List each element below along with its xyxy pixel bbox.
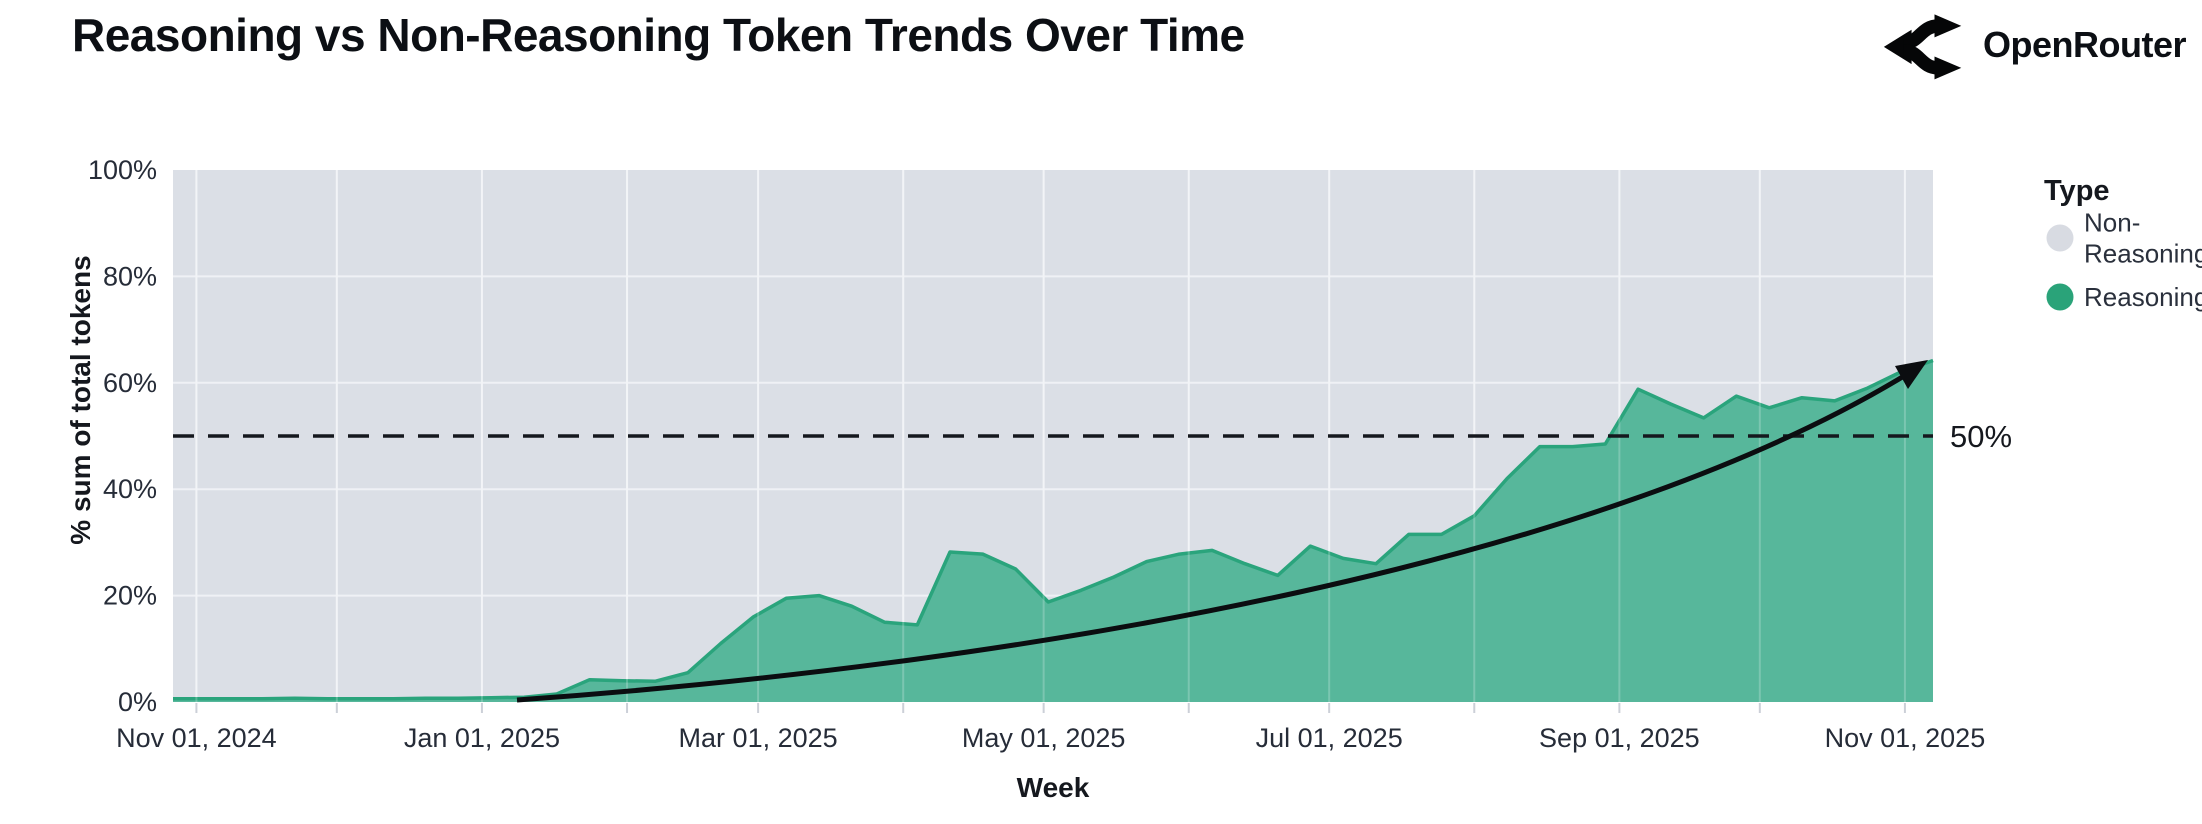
y-axis-tick-labels: 0% 20% 40% 60% 80% 100% [88, 155, 157, 717]
y-axis-title: % sum of total tokens [65, 255, 96, 544]
x-tick-label: Mar 01, 2025 [679, 723, 838, 753]
openrouter-logo-icon [1883, 14, 1962, 80]
x-axis-tick-marks [195, 703, 1906, 713]
legend-item-label: Reasoning [2084, 282, 2202, 312]
x-axis-title: Week [1017, 772, 1090, 803]
legend-title: Type [2044, 175, 2110, 207]
page-title: Reasoning vs Non-Reasoning Token Trends … [72, 9, 1245, 61]
legend-swatch-icon [2046, 283, 2074, 311]
y-tick-label: 40% [103, 474, 157, 504]
y-tick-label: 20% [103, 581, 157, 611]
x-axis-tick-labels: Nov 01, 2024 Jan 01, 2025 Mar 01, 2025 May … [116, 723, 1985, 753]
x-tick-label: Sep 01, 2025 [1539, 723, 1700, 753]
legend-item-label: Reasoning [2084, 239, 2202, 269]
brand-name: OpenRouter [1982, 24, 2187, 65]
legend-item-label: Non- [2084, 208, 2140, 238]
openrouter-brand: OpenRouter [1881, 10, 2187, 80]
trend-arrowhead-icon [1895, 360, 1928, 389]
y-tick-label: 100% [88, 155, 157, 185]
trend-arrow-curve [516, 373, 1906, 703]
y-tick-label: 80% [103, 261, 157, 291]
x-tick-label: Nov 01, 2025 [1825, 723, 1986, 753]
legend-item: Reasoning [2046, 282, 2202, 312]
x-tick-label: Jan 01, 2025 [404, 723, 560, 753]
legend-swatch-icon [2046, 224, 2074, 252]
y-tick-label: 0% [118, 687, 157, 717]
x-tick-label: May 01, 2025 [962, 723, 1126, 753]
fifty-percent-label: 50% [1950, 419, 2012, 454]
y-tick-label: 60% [103, 368, 157, 398]
legend-item: Non-Reasoning [2046, 208, 2202, 269]
reasoning-area-edge [173, 358, 1934, 701]
x-tick-label: Nov 01, 2024 [116, 723, 277, 753]
reasoning-area-fill [173, 360, 1933, 702]
x-tick-label: Jul 01, 2025 [1256, 723, 1403, 753]
